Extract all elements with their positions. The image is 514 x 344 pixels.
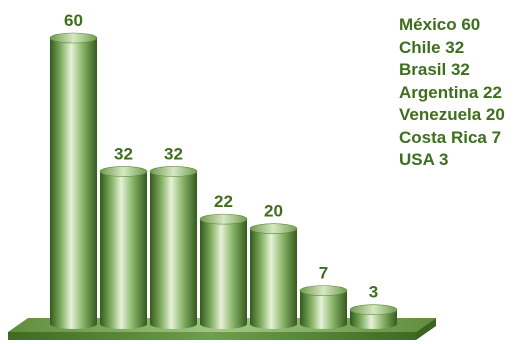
- bar-top-cap: [199, 213, 248, 225]
- bar: [249, 223, 298, 329]
- legend-item: México 60: [399, 15, 481, 34]
- legend-item: USA 3: [399, 150, 449, 169]
- bar-body: [350, 309, 397, 329]
- bar-top-cap: [149, 166, 198, 177]
- bar-value-label: 3: [369, 283, 378, 302]
- legend-item: Brasil 32: [399, 60, 470, 79]
- bar-body: [150, 171, 197, 329]
- value-labels-group: 60 32 32 22 20 7 3: [64, 11, 378, 302]
- legend: México 60 Chile 32 Brasil 32 Argentina 2…: [399, 14, 505, 172]
- bar-value-label: 32: [164, 144, 183, 163]
- bars-group: [49, 32, 398, 329]
- legend-item: Chile 32: [399, 37, 465, 57]
- bar: [49, 32, 98, 329]
- bar-top-cap: [299, 285, 348, 296]
- bar: [299, 285, 348, 329]
- bar-value-label: 7: [319, 264, 328, 283]
- bar-top-cap: [99, 166, 148, 177]
- bar-body: [100, 171, 147, 329]
- bar: [199, 213, 248, 329]
- bar-body: [300, 290, 347, 329]
- bar-top-cap: [349, 304, 398, 316]
- bar-value-label: 32: [114, 144, 133, 163]
- bar-body: [50, 38, 97, 329]
- base-side-face: [416, 318, 436, 340]
- bar: [349, 304, 398, 329]
- bar-body: [250, 228, 297, 329]
- bar-value-label: 22: [214, 192, 233, 211]
- bar-value-label: 60: [64, 11, 83, 30]
- legend-item: Costa Rica 7: [399, 127, 502, 147]
- bar-value-label: 20: [264, 202, 283, 221]
- legend-item: Venezuela 20: [399, 105, 505, 124]
- base-front-face: [8, 332, 416, 340]
- bar: [149, 166, 198, 329]
- legend-item: Argentina 22: [399, 82, 502, 102]
- bar-top-cap: [249, 223, 298, 234]
- bar: [99, 166, 148, 329]
- bar-top-cap: [49, 32, 98, 44]
- bar-body: [200, 219, 247, 329]
